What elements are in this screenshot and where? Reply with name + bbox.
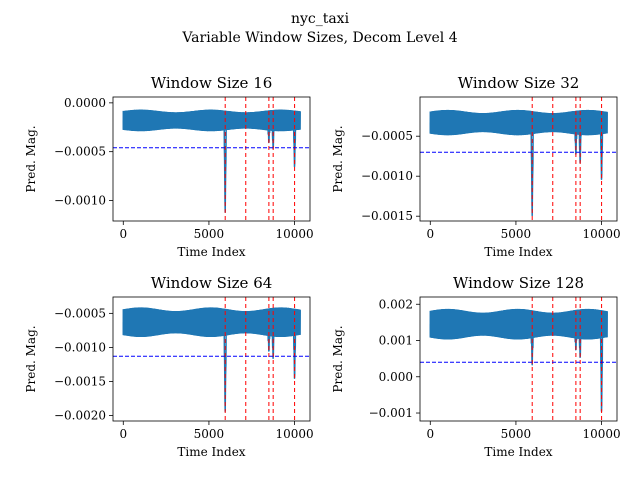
y-tick-label: −0.0005 (361, 129, 413, 143)
subplot-window-128: 0 5000 10000 0.002 0.001 0.000 −0.001 Window Si… (331, 274, 621, 459)
x-tick-label: 10000 (582, 427, 620, 441)
y-axis-label: Pred. Mag. (331, 125, 345, 192)
x-tick-label: 0 (426, 427, 434, 441)
y-tick-label: 0.001 (379, 334, 413, 348)
subplot-title: Window Size 32 (458, 74, 580, 92)
x-tick-label: 10000 (275, 227, 313, 241)
x-tick-label: 0 (119, 427, 127, 441)
y-tick-label: −0.0015 (54, 374, 106, 388)
x-axis-label: Time Index (177, 445, 245, 459)
plot-area (420, 297, 617, 421)
axes-frame (112, 296, 311, 422)
x-axis-label: Time Index (177, 245, 245, 259)
x-tick-label: 10000 (275, 427, 313, 441)
y-tick-label: 0.002 (379, 297, 413, 311)
y-tick-label: −0.0010 (54, 340, 106, 354)
series-line (429, 308, 608, 413)
y-axis-label: Pred. Mag. (24, 325, 38, 392)
y-tick-label: 0.000 (379, 370, 413, 384)
subplot-window-64: 0 5000 10000 −0.0005 −0.0010 −0.0015 −0.0020 Wi… (24, 274, 314, 459)
y-tick-label: 0.0000 (64, 96, 106, 110)
figure-suptitle-line2: Variable Window Sizes, Decom Level 4 (181, 30, 457, 46)
x-axis-label: Time Index (484, 445, 552, 459)
plot-area (113, 97, 310, 221)
y-tick-label: −0.001 (369, 406, 413, 420)
subplot-title: Window Size 128 (453, 274, 584, 292)
y-axis-label: Pred. Mag. (331, 325, 345, 392)
y-tick-label: −0.0020 (54, 409, 106, 423)
x-tick-label: 0 (119, 227, 127, 241)
y-tick-label: −0.0010 (361, 169, 413, 183)
axes-frame (419, 96, 618, 222)
subplot-window-16: 0 5000 10000 0.0000 −0.0005 −0.0010 Window Siz… (24, 74, 314, 259)
series-line (429, 109, 608, 217)
plot-area (420, 97, 617, 221)
x-tick-label: 5000 (501, 227, 532, 241)
series-line (122, 307, 301, 413)
y-tick-label: −0.0010 (54, 193, 106, 207)
x-tick-label: 5000 (194, 227, 225, 241)
figure-suptitle-line1: nyc_taxi (291, 11, 350, 27)
plot-area (113, 297, 310, 421)
x-tick-label: 5000 (501, 427, 532, 441)
x-tick-label: 10000 (582, 227, 620, 241)
y-tick-label: −0.0015 (361, 209, 413, 223)
y-axis-label: Pred. Mag. (24, 125, 38, 192)
subplot-title: Window Size 64 (151, 274, 273, 292)
x-tick-label: 5000 (194, 427, 225, 441)
series-line (122, 109, 301, 213)
axes-frame (419, 296, 618, 422)
axes-frame (112, 96, 311, 222)
y-tick-label: −0.0005 (54, 145, 106, 159)
y-tick-label: −0.0005 (54, 306, 106, 320)
subplot-title: Window Size 16 (151, 74, 273, 92)
subplot-window-32: 0 5000 10000 −0.0005 −0.0010 −0.0015 Window Si… (331, 74, 621, 259)
x-tick-label: 0 (426, 227, 434, 241)
x-axis-label: Time Index (484, 245, 552, 259)
